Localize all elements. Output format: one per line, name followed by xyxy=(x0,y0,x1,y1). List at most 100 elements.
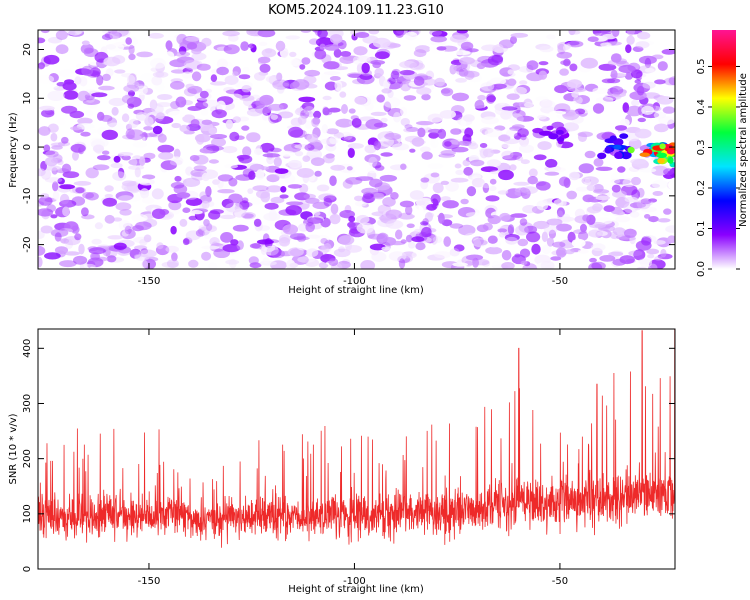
heatmap-cell xyxy=(156,112,165,120)
heatmap-cell xyxy=(340,131,353,141)
heatmap-cell xyxy=(498,98,506,106)
heatmap-cell xyxy=(541,244,552,255)
snr-background xyxy=(38,329,675,569)
heatmap-cell xyxy=(408,241,416,249)
heatmap-cell xyxy=(598,63,617,71)
heatmap-cell xyxy=(98,85,115,91)
heatmap-cell xyxy=(473,38,483,49)
heatmap-cell xyxy=(310,157,325,167)
heatmap-cell xyxy=(166,259,179,269)
heatmap-cell xyxy=(513,102,520,108)
heatmap-cell xyxy=(449,34,467,43)
heatmap-cell xyxy=(528,168,538,178)
heatmap-cell xyxy=(262,257,270,264)
heatmap-cell xyxy=(513,181,530,186)
heatmap-cell xyxy=(38,37,46,44)
heatmap-cell xyxy=(643,92,660,99)
heatmap-cell xyxy=(516,156,524,161)
heatmap-cell xyxy=(205,186,212,197)
heatmap-cell xyxy=(481,260,490,267)
heatmap-cell xyxy=(571,91,579,98)
heatmap-cell xyxy=(457,82,470,91)
heatmap-cell xyxy=(306,149,323,160)
heatmap-cell xyxy=(243,104,254,109)
heatmap-cell xyxy=(313,110,322,119)
heatmap-cell xyxy=(660,248,667,258)
heatmap-cell xyxy=(382,96,401,108)
heatmap-cell xyxy=(296,241,311,251)
heatmap-cell xyxy=(61,163,72,174)
heatmap-cell xyxy=(85,95,96,104)
heatmap-cell xyxy=(183,59,201,70)
heatmap-cell xyxy=(125,123,133,131)
heatmap-cell xyxy=(50,228,69,238)
heatmap-cell xyxy=(118,220,131,231)
heatmap-cell xyxy=(232,116,241,123)
heatmap-cell xyxy=(611,184,621,193)
heatmap-cell xyxy=(563,58,571,67)
heatmap-cell xyxy=(410,205,424,217)
heatmap-cell xyxy=(566,190,577,200)
heatmap-cell xyxy=(65,238,74,250)
heatmap-cell xyxy=(468,142,479,150)
y-tick-label: 0 xyxy=(22,566,33,572)
heatmap-cell xyxy=(304,258,320,267)
heatmap-cell xyxy=(150,57,166,69)
heatmap-cell xyxy=(450,128,462,135)
heatmap-cell xyxy=(124,192,142,202)
heatmap-cell xyxy=(306,248,319,257)
heatmap-cell xyxy=(411,251,422,261)
heatmap-cell xyxy=(657,61,668,71)
heatmap-cell xyxy=(73,255,88,265)
heatmap-cell xyxy=(521,186,538,195)
heatmap-cell xyxy=(465,254,484,261)
heatmap-cell xyxy=(335,118,353,128)
heatmap-cell xyxy=(409,62,425,71)
heatmap-cell xyxy=(266,174,280,183)
heatmap-cell xyxy=(442,200,459,209)
heatmap-cell xyxy=(107,30,118,35)
heatmap-feature-cell xyxy=(614,151,623,159)
heatmap-cell xyxy=(420,179,429,190)
heatmap-cell xyxy=(546,237,555,247)
heatmap-cell xyxy=(638,167,657,173)
heatmap-cell xyxy=(430,35,448,43)
heatmap-cell xyxy=(379,136,394,148)
heatmap-cell xyxy=(595,166,613,171)
heatmap-cell xyxy=(45,165,62,171)
heatmap-cell xyxy=(249,243,261,249)
heatmap-cell xyxy=(519,144,534,153)
heatmap-cell xyxy=(348,73,363,79)
heatmap-cell xyxy=(641,237,652,246)
heatmap-cell xyxy=(113,242,127,250)
heatmap-cell xyxy=(568,87,585,92)
heatmap-cell xyxy=(59,260,77,268)
heatmap-cell xyxy=(196,63,211,71)
heatmap-cell xyxy=(320,238,328,244)
heatmap-cell xyxy=(323,61,340,70)
heatmap-cell xyxy=(324,81,338,91)
heatmap-cell xyxy=(280,186,287,193)
heatmap-cell xyxy=(382,197,396,207)
heatmap-cell xyxy=(498,169,514,181)
heatmap-cell xyxy=(395,229,403,240)
heatmap-cell xyxy=(47,36,63,44)
heatmap-cell xyxy=(552,241,566,248)
heatmap-cell xyxy=(144,30,156,36)
heatmap-cell xyxy=(217,189,235,194)
heatmap-cell xyxy=(165,245,179,253)
heatmap-cell xyxy=(665,225,675,233)
heatmap-cell xyxy=(241,125,250,131)
heatmap-cell xyxy=(140,73,154,83)
heatmap-cell xyxy=(667,235,675,244)
heatmap-cell xyxy=(191,71,202,82)
heatmap-cell xyxy=(139,238,148,246)
heatmap-cell xyxy=(624,196,639,203)
colorbar-tick-label: 0.0 xyxy=(696,261,707,277)
heatmap-cell xyxy=(526,60,539,71)
heatmap-cell xyxy=(464,127,474,138)
heatmap-cell xyxy=(632,200,643,211)
heatmap-cell xyxy=(188,215,198,221)
heatmap-cell xyxy=(406,223,415,229)
